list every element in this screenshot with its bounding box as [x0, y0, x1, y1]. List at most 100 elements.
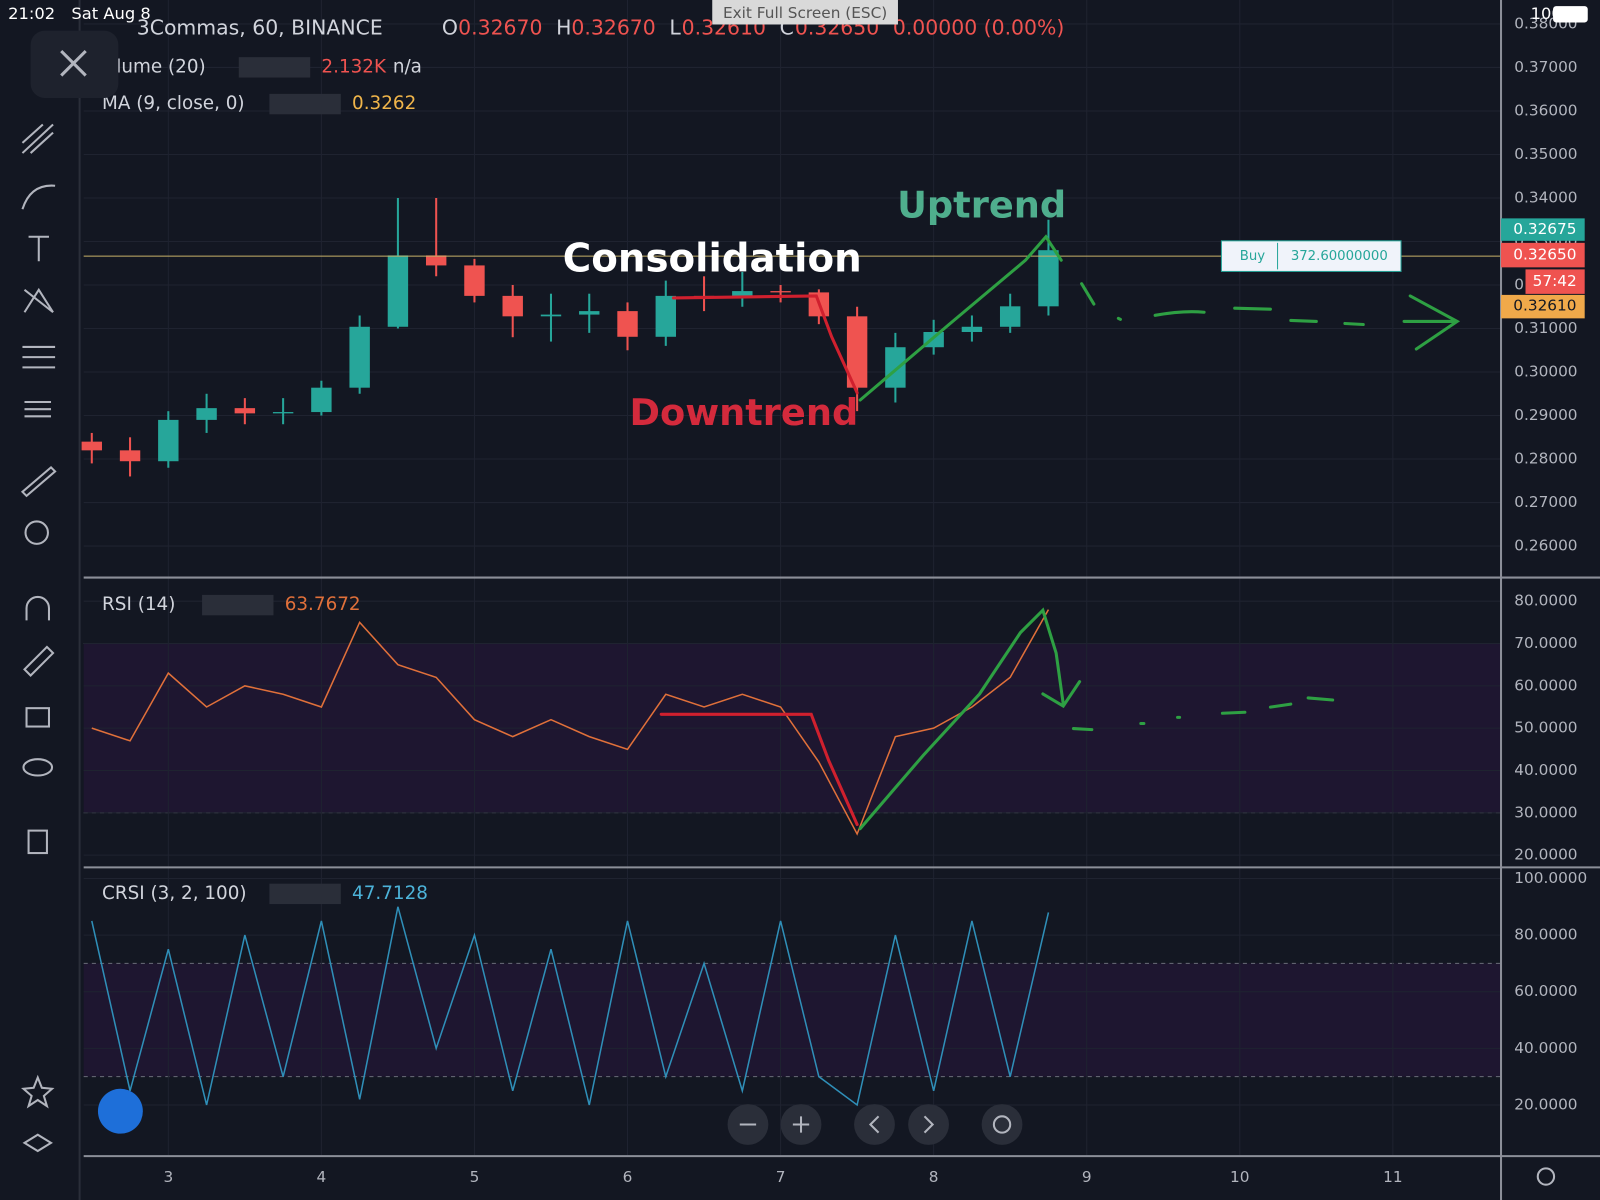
indicator-name: MA (9, close, 0): [102, 93, 245, 114]
drawings: [659, 234, 1461, 831]
chart-marks: [81, 197, 1059, 1107]
candle-body: [732, 291, 753, 298]
tool-zoom[interactable]: [24, 520, 49, 545]
y-tick-label: 0.30000: [1514, 363, 1577, 381]
tool-lines[interactable]: [21, 123, 54, 154]
x-tick-label: 11: [1383, 1168, 1402, 1186]
x-tick-label: 7: [776, 1168, 786, 1186]
candle-body: [349, 326, 370, 388]
reset[interactable]: [981, 1104, 1023, 1145]
x-tick-label: 5: [470, 1168, 480, 1186]
candle-body: [540, 314, 562, 317]
price-tag: [1501, 294, 1585, 319]
y-tick-label: 40.0000: [1514, 761, 1577, 779]
y-tick-label: 0.35000: [1514, 145, 1577, 163]
annotation-downtrend: Downtrend: [629, 391, 858, 434]
nav-buttons: [727, 1104, 1023, 1145]
ohlc-value: 0.32670: [458, 16, 542, 40]
tool-fib[interactable]: [22, 345, 56, 369]
indicator-buttons[interactable]: [269, 883, 341, 905]
order-amount: 372.60000000: [1291, 249, 1388, 264]
candle-body: [119, 450, 141, 462]
candle-body: [1038, 250, 1059, 307]
tool-lock-draw[interactable]: [23, 645, 55, 677]
y-tick-label: 80.0000: [1514, 926, 1577, 944]
candle-body: [311, 387, 332, 413]
tool-layers[interactable]: [22, 1133, 53, 1153]
tool-star[interactable]: [21, 1074, 55, 1109]
tool-eye[interactable]: [22, 758, 54, 777]
y-tick-label: 30.0000: [1514, 803, 1577, 821]
y-tick-label: 0.26000: [1514, 537, 1577, 555]
y-tick-label: 20.0000: [1514, 846, 1577, 864]
indicator-name: CRSI (3, 2, 100): [102, 883, 247, 904]
tool-ruler[interactable]: [20, 465, 57, 498]
indicator-value: 2.132K: [321, 56, 387, 77]
symbol: 3Commas, 60, BINANCE: [137, 16, 383, 40]
scroll-left[interactable]: [854, 1104, 895, 1145]
indicator-name: RSI (14): [102, 594, 175, 615]
price-tag-text: 0.32610: [1513, 297, 1576, 315]
axis-labels: 0.26000 0.27000 0.28000 0.29000 0.30000 0.310…: [163, 14, 1587, 1186]
price-tag: [1501, 242, 1585, 268]
ohlc-value: 0.32670: [571, 16, 655, 40]
drawing-projection: [1080, 282, 1461, 351]
toolbar: [20, 123, 57, 1153]
countdown-text: 57:42: [1533, 272, 1577, 290]
candle-body: [502, 295, 523, 317]
candle-body: [770, 291, 791, 293]
line: [91, 906, 1050, 1107]
y-tick-label: 70.0000: [1514, 634, 1577, 652]
ohlc-label: L: [669, 16, 681, 40]
drawing-downtrend: [671, 294, 859, 395]
drawing-uptrend: [858, 234, 1063, 402]
y-tick-label: 40.0000: [1514, 1039, 1577, 1057]
tool-brush[interactable]: [21, 184, 56, 210]
tool-magnet[interactable]: [25, 596, 50, 621]
indicator-buttons[interactable]: [202, 594, 274, 616]
candle-body: [387, 255, 409, 327]
y-tick-label: 80.0000: [1514, 592, 1577, 610]
annotation-uptrend: Uptrend: [897, 184, 1066, 227]
x-tick-label: 4: [317, 1168, 327, 1186]
settings[interactable]: [1536, 1167, 1556, 1186]
tool-text[interactable]: [28, 235, 49, 262]
scroll-right[interactable]: [908, 1104, 949, 1145]
tool-align[interactable]: [24, 401, 52, 418]
y-tick-label: 0.36000: [1514, 101, 1577, 119]
drawing-rsi-up: [858, 607, 1335, 831]
indicator-name: Volume (20): [94, 56, 206, 77]
annotation-consolidation: Consolidation: [563, 237, 862, 282]
candle-body: [81, 441, 102, 451]
y-tick-label: 60.0000: [1514, 676, 1577, 694]
reset-icon: [992, 1115, 1012, 1134]
line: [91, 609, 1050, 836]
battery-icon: [1553, 6, 1588, 23]
cloud-button[interactable]: [97, 1088, 143, 1134]
candle-body: [617, 311, 638, 337]
indicator-buttons[interactable]: [269, 93, 341, 115]
grid: [83, 0, 1501, 1156]
nav-icons: [739, 1115, 935, 1134]
status-time: 21:02: [8, 4, 55, 23]
exit-fullscreen-text: Exit Full Screen (ESC): [723, 4, 887, 22]
tool-pattern[interactable]: [23, 287, 54, 314]
indicator-extra: n/a: [393, 56, 422, 77]
ohlc-label: O: [442, 16, 458, 40]
y-tick-label: 0.37000: [1514, 58, 1577, 76]
x-tick-label: 3: [163, 1168, 173, 1186]
price-tag: [1501, 218, 1585, 241]
candle-body: [999, 306, 1021, 327]
order-box[interactable]: [1220, 240, 1402, 272]
exit-fullscreen[interactable]: [712, 0, 898, 25]
tool-lock[interactable]: [25, 707, 50, 728]
price-tag-text: 0.32675: [1513, 220, 1576, 238]
band: [83, 963, 1501, 1077]
candle-body: [846, 316, 868, 388]
indicator-buttons[interactable]: [238, 57, 311, 78]
indicator-value: 0.3262: [352, 93, 416, 114]
x-tick-label: 10: [1230, 1168, 1249, 1186]
drawing-rsi-down: [659, 712, 859, 827]
tool-trash[interactable]: [27, 829, 48, 855]
